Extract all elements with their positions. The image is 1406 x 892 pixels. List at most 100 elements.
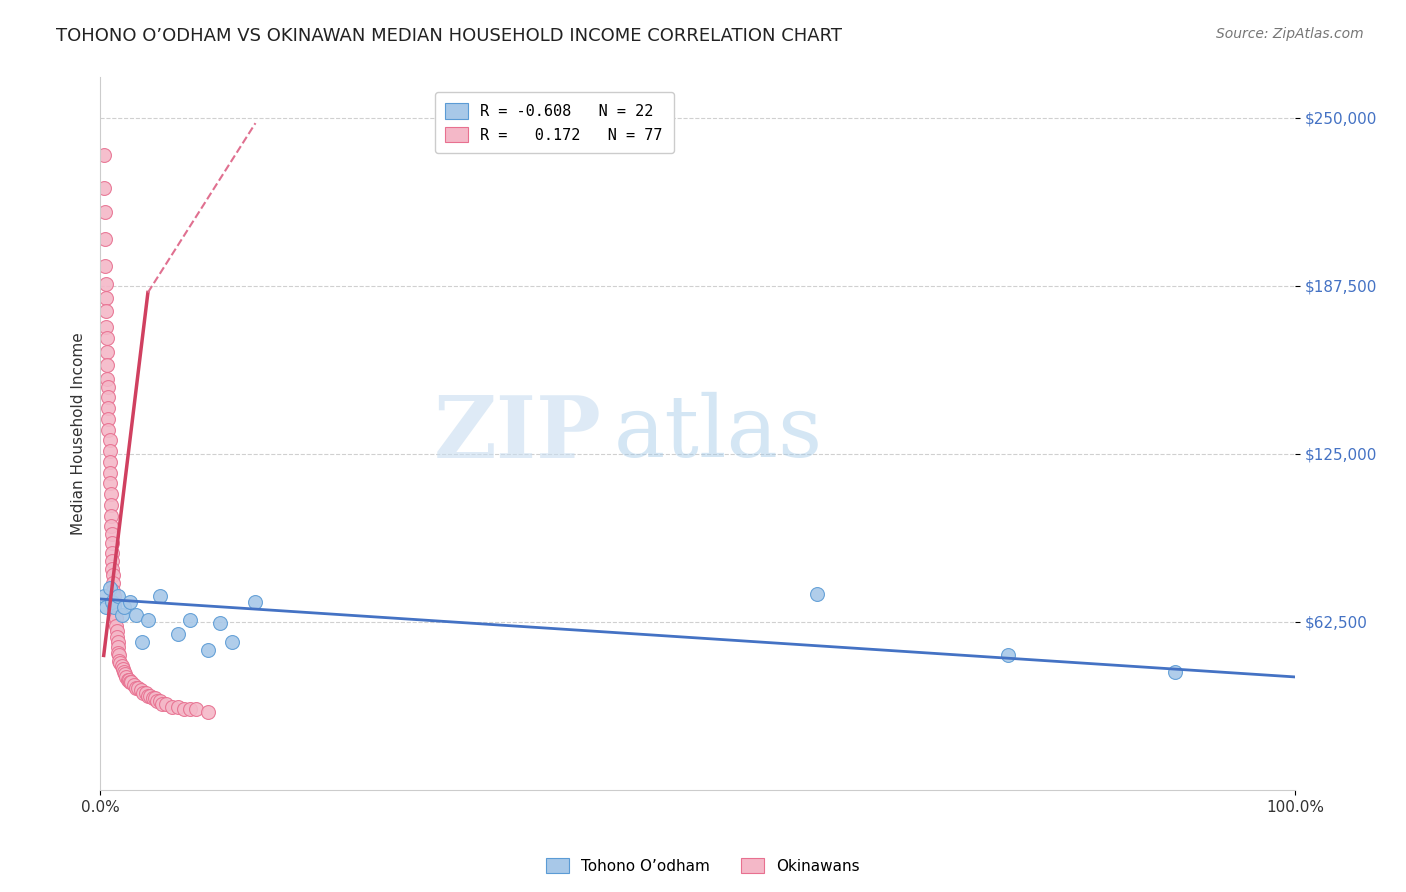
Point [149, 694, 172, 708]
Point [221, 635, 243, 649]
Point [101, 562, 124, 576]
Text: atlas: atlas [614, 392, 823, 475]
Point [97, 423, 120, 437]
Point [94, 205, 117, 219]
Point [179, 614, 201, 628]
Point [94, 291, 117, 305]
Point [101, 535, 124, 549]
Point [97, 379, 120, 393]
Point [197, 643, 219, 657]
Point [117, 673, 139, 687]
Point [107, 635, 129, 649]
Point [96, 331, 118, 345]
Point [143, 691, 166, 706]
Point [94, 304, 117, 318]
Point [103, 583, 125, 598]
Point [96, 371, 118, 385]
Point [122, 678, 145, 692]
Point [129, 683, 152, 698]
Point [120, 675, 142, 690]
Point [101, 527, 124, 541]
Point [107, 589, 129, 603]
Point [111, 662, 134, 676]
Point [94, 259, 117, 273]
Legend: Tohono O’odham, Okinawans: Tohono O’odham, Okinawans [540, 852, 866, 880]
Point [115, 670, 138, 684]
Point [108, 654, 131, 668]
Point [208, 616, 231, 631]
Point [118, 595, 141, 609]
Point [104, 611, 127, 625]
Point [1164, 665, 1187, 679]
Point [94, 232, 117, 246]
Point [100, 519, 122, 533]
Point [166, 627, 188, 641]
Point [245, 595, 267, 609]
Text: ZIP: ZIP [434, 392, 602, 475]
Point [98, 581, 121, 595]
Point [155, 697, 177, 711]
Point [96, 358, 118, 372]
Text: Source: ZipAtlas.com: Source: ZipAtlas.com [1216, 27, 1364, 41]
Point [114, 667, 136, 681]
Point [105, 624, 128, 639]
Point [173, 702, 195, 716]
Point [96, 344, 118, 359]
Point [100, 508, 122, 523]
Point [139, 689, 162, 703]
Point [136, 689, 159, 703]
Point [103, 575, 125, 590]
Point [97, 412, 120, 426]
Point [101, 546, 124, 560]
Point [149, 589, 172, 603]
Point [118, 675, 141, 690]
Point [93, 148, 115, 162]
Point [132, 686, 155, 700]
Point [103, 598, 125, 612]
Point [142, 691, 165, 706]
Point [150, 697, 173, 711]
Point [136, 614, 159, 628]
Point [105, 630, 128, 644]
Point [93, 589, 115, 603]
Point [98, 476, 121, 491]
Point [125, 608, 148, 623]
Point [100, 498, 122, 512]
Point [118, 673, 141, 687]
Point [160, 699, 183, 714]
Point [103, 567, 125, 582]
Point [111, 659, 134, 673]
Point [997, 648, 1019, 663]
Point [98, 466, 121, 480]
Point [101, 554, 124, 568]
Point [94, 600, 117, 615]
Y-axis label: Median Household Income: Median Household Income [72, 332, 86, 535]
Point [100, 487, 122, 501]
Point [111, 608, 134, 623]
Point [94, 277, 117, 292]
Point [135, 686, 157, 700]
Point [197, 705, 219, 719]
Point [125, 681, 148, 695]
Point [166, 699, 188, 714]
Point [127, 681, 149, 695]
Point [98, 434, 121, 448]
Point [131, 635, 153, 649]
Point [97, 401, 120, 416]
Point [112, 600, 135, 615]
Point [98, 444, 121, 458]
Point [184, 702, 207, 716]
Point [107, 640, 129, 655]
Point [108, 648, 131, 663]
Point [110, 657, 132, 671]
Point [97, 390, 120, 404]
Point [806, 586, 828, 600]
Point [94, 320, 117, 334]
Point [146, 694, 169, 708]
Point [179, 702, 201, 716]
Point [103, 606, 125, 620]
Text: TOHONO O’ODHAM VS OKINAWAN MEDIAN HOUSEHOLD INCOME CORRELATION CHART: TOHONO O’ODHAM VS OKINAWAN MEDIAN HOUSEH… [56, 27, 842, 45]
Point [112, 665, 135, 679]
Point [93, 180, 115, 194]
Point [104, 619, 127, 633]
